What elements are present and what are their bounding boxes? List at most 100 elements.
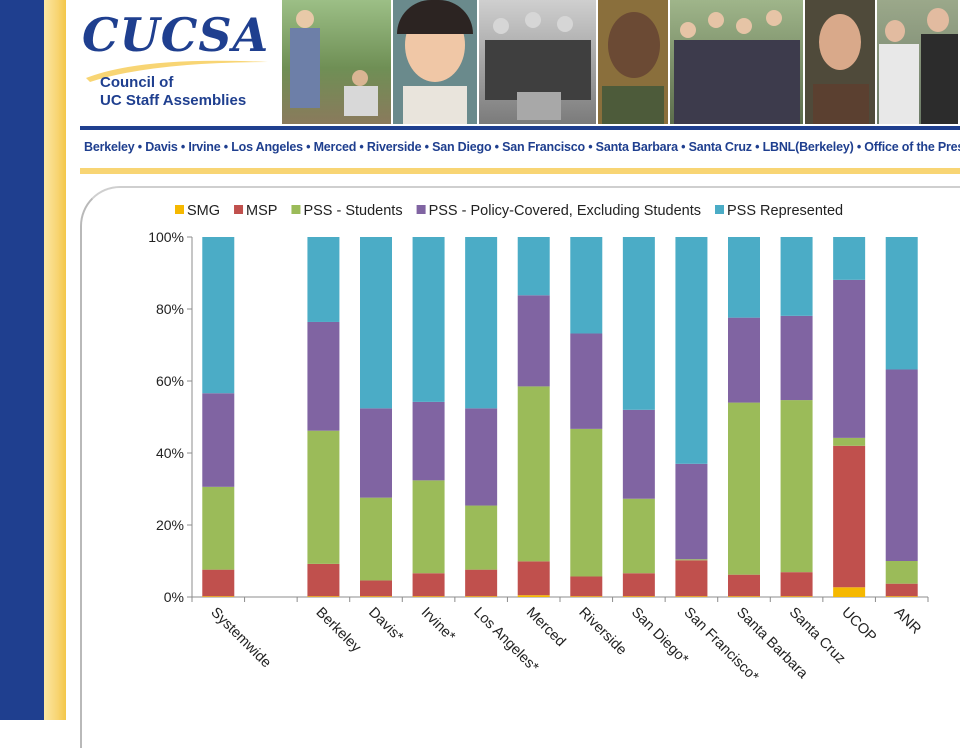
bar-merced: [517, 237, 550, 597]
logo-wordmark: CUCSA: [82, 8, 270, 62]
bar-santa-barbara: [728, 237, 760, 597]
bar-segment-pss-students: [307, 430, 340, 564]
bar-segment-pss-policy-covered-excluding-students: [202, 393, 235, 487]
category-label-davis: Davis*: [365, 605, 406, 646]
bar-santa-cruz: [780, 237, 813, 597]
legend-label-pss-policy-covered-excluding-students: PSS - Policy-Covered, Excluding Students: [429, 203, 701, 219]
bar-segment-smg: [465, 596, 498, 597]
bar-segment-pss-policy-covered-excluding-students: [465, 408, 498, 506]
bar-segment-pss-represented: [622, 237, 655, 410]
photo-woman-portrait: [804, 0, 875, 124]
bar-segment-pss-students: [780, 400, 813, 573]
y-tick-label: 100%: [148, 229, 184, 245]
photo-woman-smiling: [393, 0, 477, 124]
bar-segment-smg: [412, 596, 445, 597]
bar-segment-msp: [360, 580, 392, 597]
category-label-ucop: UCOP: [838, 605, 879, 646]
bar-segment-pss-students: [465, 505, 498, 570]
cucsa-logo: CUCSA Council of UC Staff Assemblies: [82, 8, 282, 120]
bar-segment-smg: [780, 596, 813, 597]
bar-segment-smg: [307, 596, 340, 597]
slide-header: CUCSA Council of UC Staff Assemblies: [70, 0, 960, 128]
bar-segment-pss-policy-covered-excluding-students: [780, 315, 813, 401]
legend-swatch-msp: [234, 205, 244, 214]
photo-gardeners: [282, 0, 392, 124]
campus-banner: Berkeley • Davis • Irvine • Los Angeles …: [80, 126, 960, 174]
chart-panel-frame: [80, 186, 960, 748]
bar-segment-pss-policy-covered-excluding-students: [833, 279, 866, 438]
bar-segment-msp: [675, 560, 708, 597]
legend-label-pss-represented: PSS Represented: [727, 203, 843, 219]
legend-label-smg: SMG: [187, 203, 220, 219]
bar-segment-msp: [780, 572, 813, 597]
bar-segment-pss-students: [728, 402, 760, 575]
bar-anr: [885, 237, 918, 597]
bar-segment-smg: [202, 596, 235, 597]
bar-segment-msp: [412, 573, 445, 597]
bar-segment-msp: [728, 574, 760, 597]
legend-item-smg: SMG: [175, 203, 220, 219]
chart-legend: SMG MSP PSS - Students PSS - Policy-Covered…: [175, 203, 843, 219]
bar-segment-msp: [833, 445, 866, 588]
bar-segment-pss-students: [517, 386, 550, 562]
bar-segment-pss-represented: [780, 237, 813, 316]
bar-segment-pss-policy-covered-excluding-students: [412, 401, 445, 481]
bar-segment-pss-policy-covered-excluding-students: [570, 333, 603, 429]
bar-davis: [360, 237, 392, 597]
bar-segment-msp: [517, 561, 550, 596]
bar-segment-msp: [622, 573, 655, 597]
photo-man-smiling: [598, 0, 668, 124]
bar-ucop: [833, 237, 866, 597]
bar-segment-pss-policy-covered-excluding-students: [622, 409, 655, 499]
bar-segment-smg: [517, 595, 550, 597]
bar-segment-smg: [570, 596, 603, 597]
category-label-irvine: Irvine*: [418, 605, 459, 646]
bar-segment-pss-represented: [728, 237, 760, 318]
legend-item-pss-students: PSS - Students: [291, 203, 403, 219]
bar-segment-smg: [622, 596, 655, 597]
legend-swatch-pss-represented: [715, 205, 724, 214]
photo-women-laughing: [876, 0, 959, 124]
stacked-bar-chart: SMG MSP PSS - Students PSS - Policy-Covered…: [148, 203, 929, 686]
bar-segment-smg: [885, 596, 918, 597]
bar-segment-pss-policy-covered-excluding-students: [728, 317, 760, 403]
legend-item-msp: MSP: [234, 203, 277, 219]
bar-segment-pss-students: [885, 561, 918, 584]
campus-banner-bottom-rule: [80, 168, 960, 174]
photo-staff-group: [669, 0, 803, 124]
bar-san-francisco: [675, 237, 708, 597]
left-blue-band: [0, 0, 44, 720]
bar-segment-smg: [833, 587, 866, 597]
category-label-merced: Merced: [523, 605, 569, 651]
bar-segment-pss-policy-covered-excluding-students: [517, 295, 550, 387]
bar-segment-msp: [202, 569, 235, 597]
bar-segment-msp: [307, 563, 340, 597]
category-labels: Systemwide Berkeley Davis* Irvine* Los Angel…: [207, 605, 923, 686]
bar-segment-pss-students: [675, 559, 708, 561]
bar-los-angeles: [465, 237, 498, 597]
category-label-berkeley: Berkeley: [313, 605, 365, 657]
legend-swatch-pss-students: [291, 205, 301, 214]
bar-berkeley: [307, 237, 340, 597]
staff-photo-strip: [282, 0, 960, 124]
bar-segment-pss-students: [202, 486, 235, 570]
category-label-riverside: Riverside: [575, 605, 629, 659]
y-tick-label: 20%: [156, 517, 184, 533]
bar-systemwide: [202, 237, 235, 597]
bar-segment-msp: [465, 569, 498, 597]
bar-segment-smg: [360, 596, 392, 597]
campus-banner-top-rule: [80, 126, 960, 130]
bar-segment-pss-students: [360, 497, 392, 581]
logo-swoosh-icon: [86, 60, 268, 82]
y-tick-label: 60%: [156, 373, 184, 389]
bar-irvine: [412, 237, 445, 597]
bar-segment-pss-students: [622, 498, 655, 574]
bar-segment-smg: [728, 596, 760, 597]
bar-segment-pss-represented: [360, 237, 392, 409]
y-tick-label: 80%: [156, 301, 184, 317]
bar-segment-msp: [885, 583, 918, 597]
bar-segment-msp: [570, 576, 603, 597]
legend-label-pss-students: PSS - Students: [303, 203, 402, 219]
bar-segment-pss-represented: [202, 237, 235, 394]
bar-san-diego: [622, 237, 655, 597]
